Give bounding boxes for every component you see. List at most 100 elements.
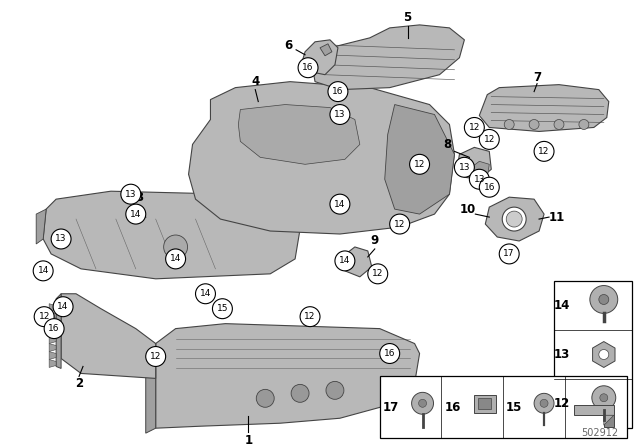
Text: 13: 13 bbox=[125, 190, 136, 198]
Polygon shape bbox=[49, 320, 56, 327]
Circle shape bbox=[298, 58, 318, 78]
Circle shape bbox=[166, 249, 186, 269]
Text: 14: 14 bbox=[200, 289, 211, 298]
Text: 7: 7 bbox=[533, 71, 541, 84]
Circle shape bbox=[126, 204, 146, 224]
Text: 8: 8 bbox=[444, 138, 452, 151]
Text: 12: 12 bbox=[554, 397, 570, 410]
Circle shape bbox=[390, 214, 410, 234]
Text: 16: 16 bbox=[444, 401, 461, 414]
Circle shape bbox=[529, 120, 539, 129]
Circle shape bbox=[454, 157, 474, 177]
Circle shape bbox=[326, 381, 344, 399]
Circle shape bbox=[380, 344, 399, 363]
Polygon shape bbox=[49, 352, 56, 359]
Text: 14: 14 bbox=[38, 267, 49, 276]
Polygon shape bbox=[385, 104, 454, 214]
Circle shape bbox=[164, 235, 188, 259]
Text: 16: 16 bbox=[484, 183, 495, 192]
Text: 15: 15 bbox=[217, 304, 228, 313]
Text: 16: 16 bbox=[332, 87, 344, 96]
Circle shape bbox=[44, 319, 64, 339]
Circle shape bbox=[504, 120, 514, 129]
Text: 3: 3 bbox=[134, 191, 143, 204]
Circle shape bbox=[592, 386, 616, 409]
FancyBboxPatch shape bbox=[474, 395, 496, 413]
Polygon shape bbox=[479, 85, 609, 131]
Circle shape bbox=[534, 142, 554, 161]
Circle shape bbox=[599, 349, 609, 359]
Polygon shape bbox=[43, 191, 300, 279]
Circle shape bbox=[410, 155, 429, 174]
Text: 14: 14 bbox=[130, 210, 141, 219]
Text: 14: 14 bbox=[58, 302, 68, 311]
Polygon shape bbox=[472, 161, 490, 179]
Polygon shape bbox=[49, 327, 56, 336]
Circle shape bbox=[328, 82, 348, 102]
Circle shape bbox=[33, 261, 53, 281]
Polygon shape bbox=[189, 82, 454, 234]
Polygon shape bbox=[49, 304, 56, 312]
Text: 16: 16 bbox=[302, 63, 314, 72]
Circle shape bbox=[479, 129, 499, 149]
Text: 14: 14 bbox=[554, 299, 570, 312]
Text: 17: 17 bbox=[504, 250, 515, 258]
Text: 5: 5 bbox=[403, 12, 412, 25]
Text: 13: 13 bbox=[55, 234, 67, 244]
Polygon shape bbox=[342, 247, 372, 277]
Text: 12: 12 bbox=[150, 352, 161, 361]
Circle shape bbox=[600, 394, 608, 402]
FancyBboxPatch shape bbox=[554, 281, 632, 428]
Polygon shape bbox=[593, 341, 615, 367]
Circle shape bbox=[579, 120, 589, 129]
Polygon shape bbox=[312, 25, 465, 90]
Polygon shape bbox=[485, 197, 544, 241]
Polygon shape bbox=[61, 294, 156, 379]
Text: 4: 4 bbox=[251, 75, 259, 88]
Text: 1: 1 bbox=[244, 434, 252, 447]
Text: 12: 12 bbox=[484, 135, 495, 144]
Polygon shape bbox=[604, 415, 614, 425]
Circle shape bbox=[506, 211, 522, 227]
Polygon shape bbox=[604, 415, 614, 427]
Text: 6: 6 bbox=[284, 39, 292, 52]
Circle shape bbox=[51, 229, 71, 249]
Text: 11: 11 bbox=[549, 211, 565, 224]
Text: 12: 12 bbox=[394, 220, 405, 228]
Circle shape bbox=[121, 184, 141, 204]
Circle shape bbox=[469, 169, 490, 189]
Text: 12: 12 bbox=[538, 147, 550, 156]
Text: 13: 13 bbox=[334, 110, 346, 119]
Circle shape bbox=[300, 307, 320, 327]
Circle shape bbox=[502, 207, 526, 231]
Text: 9: 9 bbox=[371, 234, 379, 247]
Circle shape bbox=[412, 392, 433, 414]
FancyBboxPatch shape bbox=[380, 376, 627, 438]
Text: 13: 13 bbox=[554, 348, 570, 361]
Circle shape bbox=[330, 104, 350, 125]
Circle shape bbox=[291, 384, 309, 402]
Text: 14: 14 bbox=[170, 254, 181, 263]
Text: 12: 12 bbox=[372, 269, 383, 278]
Polygon shape bbox=[458, 147, 492, 179]
Polygon shape bbox=[36, 209, 46, 244]
Circle shape bbox=[540, 399, 548, 407]
Polygon shape bbox=[156, 323, 420, 428]
Polygon shape bbox=[56, 294, 61, 368]
Circle shape bbox=[212, 299, 232, 319]
Circle shape bbox=[196, 284, 216, 304]
Polygon shape bbox=[49, 359, 56, 367]
Circle shape bbox=[368, 264, 388, 284]
Polygon shape bbox=[49, 336, 56, 344]
Polygon shape bbox=[238, 104, 360, 164]
Circle shape bbox=[53, 297, 73, 317]
Text: 16: 16 bbox=[49, 324, 60, 333]
Circle shape bbox=[554, 120, 564, 129]
Circle shape bbox=[146, 347, 166, 366]
Circle shape bbox=[599, 294, 609, 305]
Text: 12: 12 bbox=[414, 160, 425, 169]
Circle shape bbox=[256, 389, 274, 407]
Polygon shape bbox=[146, 344, 156, 433]
Circle shape bbox=[34, 307, 54, 327]
Circle shape bbox=[590, 285, 618, 314]
